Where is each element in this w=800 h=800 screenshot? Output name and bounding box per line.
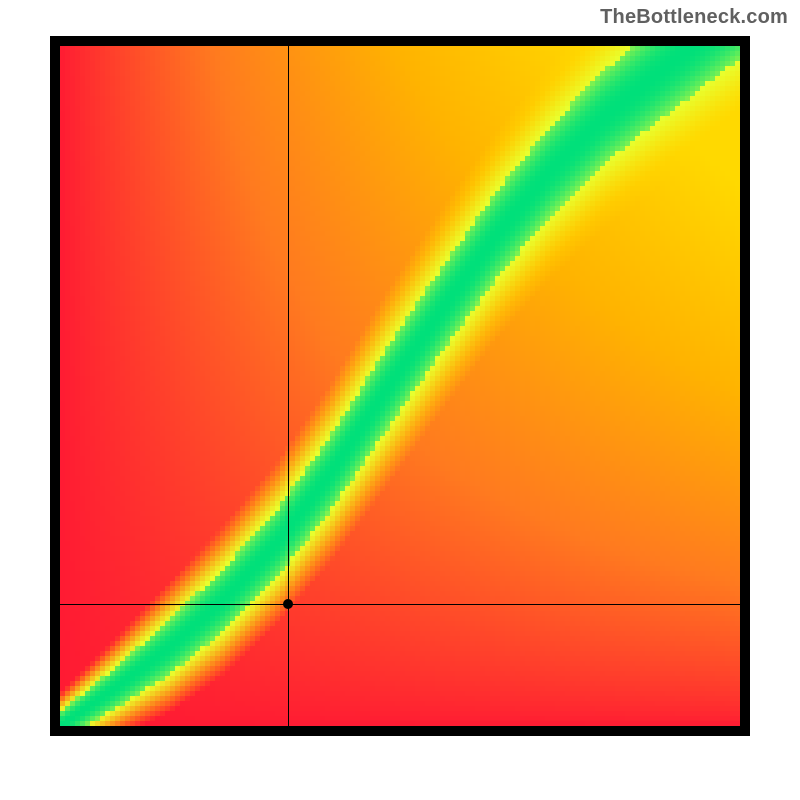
attribution-text: TheBottleneck.com [600,6,788,29]
crosshair-vertical [288,46,289,726]
crosshair-horizontal [60,604,740,605]
selection-marker [283,599,293,609]
heatmap-plot-area [60,46,740,726]
chart-outer-frame [50,36,750,736]
heatmap-canvas [60,46,740,726]
